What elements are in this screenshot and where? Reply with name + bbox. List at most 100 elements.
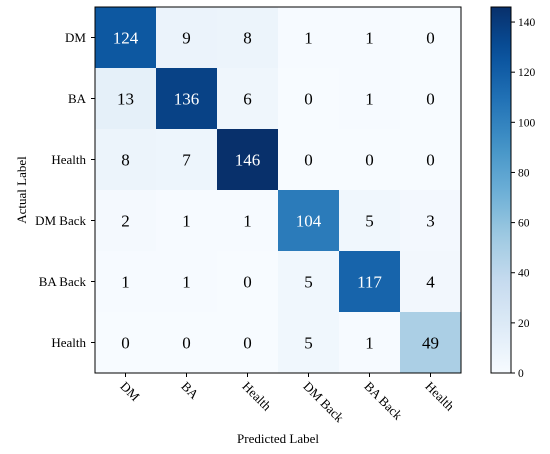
cell-value-label: 136 bbox=[174, 90, 200, 109]
cell-value-label: 0 bbox=[426, 151, 435, 170]
heatmap-cell bbox=[217, 312, 278, 373]
heatmap-cell bbox=[217, 251, 278, 312]
heatmap-cell bbox=[95, 68, 156, 129]
heatmap-cell bbox=[217, 7, 278, 68]
colorbar bbox=[490, 6, 512, 374]
heatmap-cell bbox=[400, 68, 461, 129]
x-tick-label: BA bbox=[178, 379, 202, 403]
heatmap-cell bbox=[156, 68, 217, 129]
heatmap-cell bbox=[95, 7, 156, 68]
x-tick-label: DM bbox=[117, 379, 143, 405]
heatmap-cell bbox=[95, 129, 156, 190]
cell-value-label: 0 bbox=[365, 151, 374, 170]
x-tick-label: DM Back bbox=[300, 379, 347, 426]
cell-value-label: 49 bbox=[422, 334, 439, 353]
colorbar-tick-label: 0 bbox=[518, 368, 524, 380]
heatmap-cell bbox=[339, 68, 400, 129]
heatmap-cell bbox=[156, 129, 217, 190]
heatmap-cell bbox=[278, 129, 339, 190]
heatmap-cell bbox=[400, 7, 461, 68]
heatmap-cell bbox=[339, 190, 400, 251]
cell-value-label: 8 bbox=[121, 151, 130, 170]
heatmap-cell bbox=[156, 312, 217, 373]
cell-value-label: 3 bbox=[426, 212, 435, 231]
x-axis-label: Predicted Label bbox=[237, 431, 319, 446]
cell-value-label: 1 bbox=[121, 273, 130, 292]
cell-value-label: 0 bbox=[182, 334, 191, 353]
cell-value-label: 5 bbox=[304, 273, 313, 292]
y-tick-label: Health bbox=[51, 152, 86, 167]
heatmap-cell bbox=[156, 190, 217, 251]
colorbar-tick-label: 40 bbox=[518, 268, 530, 280]
heatmap-cell bbox=[400, 312, 461, 373]
colorbar-tick-label: 100 bbox=[518, 117, 536, 129]
heatmap-cell bbox=[278, 68, 339, 129]
x-tick-label: Health bbox=[239, 379, 274, 414]
heatmap-cell bbox=[217, 129, 278, 190]
y-tick-label: DM bbox=[65, 30, 86, 45]
cell-value-label: 0 bbox=[426, 90, 435, 109]
y-tick-label: BA bbox=[68, 91, 87, 106]
cell-value-label: 1 bbox=[304, 29, 313, 48]
cell-value-label: 5 bbox=[365, 212, 374, 231]
heatmap-cell bbox=[339, 129, 400, 190]
heatmap-cell bbox=[95, 190, 156, 251]
cell-value-label: 9 bbox=[182, 29, 191, 48]
cell-value-label: 1 bbox=[182, 212, 191, 231]
cell-value-label: 13 bbox=[117, 90, 134, 109]
heatmap-cell bbox=[400, 190, 461, 251]
cell-value-label: 1 bbox=[365, 90, 374, 109]
heatmap-cell bbox=[339, 7, 400, 68]
cell-value-label: 0 bbox=[304, 90, 313, 109]
heatmap-cell bbox=[278, 312, 339, 373]
cell-value-label: 0 bbox=[243, 334, 252, 353]
cell-value-label: 117 bbox=[357, 273, 382, 292]
y-tick-label: Health bbox=[51, 335, 86, 350]
y-tick-label: DM Back bbox=[35, 213, 86, 228]
cell-value-label: 104 bbox=[296, 212, 322, 231]
heatmap-cell bbox=[95, 312, 156, 373]
cell-value-label: 0 bbox=[243, 273, 252, 292]
cell-value-label: 4 bbox=[426, 273, 435, 292]
cell-value-label: 8 bbox=[243, 29, 252, 48]
heatmap-cell bbox=[400, 251, 461, 312]
heatmap-cell bbox=[339, 312, 400, 373]
plot-frame bbox=[94, 6, 462, 374]
heatmap-cell bbox=[156, 251, 217, 312]
y-axis-label: Actual Label bbox=[14, 156, 29, 224]
cell-value-label: 5 bbox=[304, 334, 313, 353]
heatmap-cell bbox=[400, 129, 461, 190]
x-tick-labels: DM BA Health DM Back BA Back Health bbox=[117, 373, 458, 426]
cell-value-label: 0 bbox=[426, 29, 435, 48]
cell-value-label: 0 bbox=[121, 334, 130, 353]
heatmap-cell bbox=[217, 190, 278, 251]
heatmap-cell bbox=[217, 68, 278, 129]
x-tick-label: Health bbox=[422, 379, 457, 414]
colorbar-tick-label: 60 bbox=[518, 218, 530, 230]
cell-value-label: 7 bbox=[182, 151, 191, 170]
colorbar-ticks: 0 20 40 60 80 100 120 140 bbox=[511, 17, 536, 380]
colorbar-tick-label: 20 bbox=[518, 318, 530, 330]
cell-value-label: 1 bbox=[243, 212, 252, 231]
cell-value-label: 0 bbox=[304, 151, 313, 170]
cell-value-label: 1 bbox=[365, 29, 374, 48]
heatmap-cell bbox=[278, 190, 339, 251]
cell-value-label: 1 bbox=[182, 273, 191, 292]
heatmap-cell bbox=[156, 7, 217, 68]
heatmap-cell bbox=[95, 251, 156, 312]
heatmap-cell bbox=[339, 251, 400, 312]
cell-value-label: 146 bbox=[235, 151, 261, 170]
x-tick-label: BA Back bbox=[361, 379, 405, 423]
cell-value-label: 2 bbox=[121, 212, 130, 231]
heatmap-cells: 124 9 8 1 1 013 136 6 0 1 08 7 146 0 0 02 1 1 104 5 31 1 0 5 117… bbox=[95, 7, 461, 373]
heatmap-cell bbox=[278, 251, 339, 312]
colorbar-tick-label: 120 bbox=[518, 67, 536, 79]
cell-value-label: 124 bbox=[113, 29, 139, 48]
y-tick-labels: DM BA Health DM Back BA Back Health bbox=[35, 30, 95, 350]
cell-value-label: 6 bbox=[243, 90, 252, 109]
cell-value-label: 1 bbox=[365, 334, 374, 353]
heatmap-cell bbox=[278, 7, 339, 68]
colorbar-tick-label: 140 bbox=[518, 17, 536, 29]
y-tick-label: BA Back bbox=[39, 274, 87, 289]
